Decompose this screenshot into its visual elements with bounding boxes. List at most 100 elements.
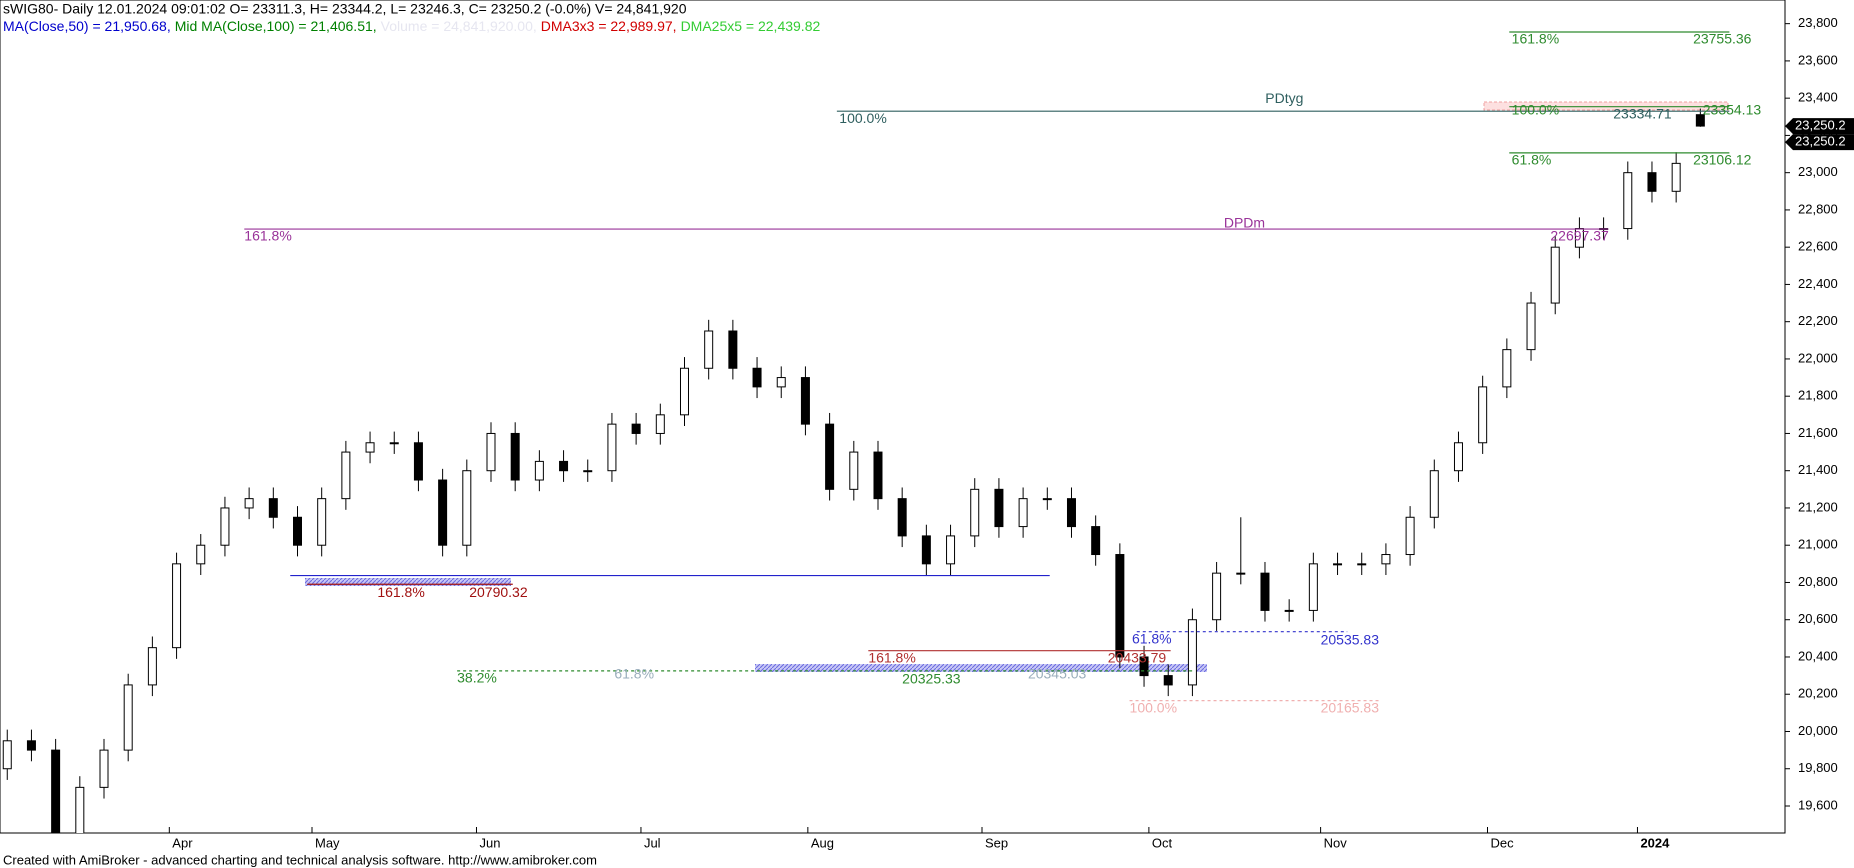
annotation-label: 20345.03 (1028, 666, 1087, 682)
annotation-label: 20535.83 (1321, 631, 1380, 647)
chart-title: sWIG80- Daily 12.01.2024 09:01:02 O= 233… (3, 1, 687, 17)
legend-entry: Volume = 24,841,920.00, (381, 18, 537, 34)
y-tick-label: 20,600 (1798, 611, 1838, 626)
x-tick-label: Aug (811, 835, 834, 850)
candle-body (1163, 675, 1173, 686)
candle-body (534, 460, 544, 481)
candle-body (1453, 442, 1463, 472)
candle-body (1260, 572, 1270, 611)
annotation-label: 23755.36 (1693, 31, 1752, 47)
legend: MA(Close,50) = 21,950.68, Mid MA(Close,10… (3, 18, 820, 34)
candle-body (897, 498, 907, 537)
candle-body (559, 460, 569, 472)
annotation-label: 20165.83 (1321, 699, 1380, 715)
plot-area (0, 0, 1786, 834)
annotation-label: 100.0% (839, 110, 886, 126)
candle-body (220, 507, 230, 546)
y-tick-label: 22,200 (1798, 313, 1838, 328)
annotation-label: 23334.71 (1613, 105, 1672, 121)
y-tick-label: 20,400 (1798, 648, 1838, 663)
candle-body (244, 498, 254, 509)
y-tick-label: 20,200 (1798, 686, 1838, 701)
candle-body (1478, 386, 1488, 444)
annotation-label: 20790.32 (469, 584, 528, 600)
annotation-label: 100.0% (1130, 699, 1177, 715)
candle-body (970, 488, 980, 537)
y-tick-label: 19,600 (1798, 797, 1838, 812)
annotation-label: 161.8% (244, 228, 291, 244)
candle-body (1695, 114, 1705, 127)
zone (755, 664, 1207, 672)
candle-body (800, 377, 810, 425)
candle-body (849, 451, 859, 490)
candle-body (1502, 349, 1512, 388)
candle-body (1212, 572, 1222, 621)
candle-body (196, 544, 206, 565)
candle-body (728, 330, 738, 369)
candle-body (994, 488, 1004, 528)
candle-body (1526, 302, 1536, 351)
candle-body (317, 498, 327, 546)
x-tick-label: 2024 (1640, 835, 1670, 850)
price-label-box (1785, 134, 1854, 151)
x-tick-label: Sep (985, 835, 1008, 850)
candle-body (75, 786, 85, 833)
candle-body (1187, 619, 1197, 686)
candle-body (1405, 516, 1415, 556)
y-tick-label: 20,800 (1798, 574, 1838, 589)
candle-body (776, 377, 786, 388)
y-tick-label: 23,600 (1798, 52, 1838, 67)
y-tick-label: 23,000 (1798, 164, 1838, 179)
candle-body (1042, 498, 1052, 501)
candle-body (123, 684, 133, 751)
candle-body (1429, 470, 1439, 518)
annotation-label: 38.2% (457, 670, 497, 686)
y-tick-label: 22,400 (1798, 276, 1838, 291)
candle-body (1550, 246, 1560, 304)
x-tick-label: May (315, 835, 340, 850)
candle-body (1333, 563, 1343, 566)
candle-body (413, 442, 423, 481)
candle-body (679, 367, 689, 416)
candle-body (873, 451, 883, 500)
candle-body (1236, 572, 1246, 575)
x-tick-label: Oct (1152, 835, 1173, 850)
candle-body (752, 367, 762, 388)
price-label: 23,250.2 (1795, 134, 1846, 149)
plot (2, 108, 1705, 833)
candle-body (147, 647, 157, 686)
y-tick-label: 23,800 (1798, 15, 1838, 30)
annotation-label: 161.8% (868, 649, 915, 665)
candle-body (1091, 526, 1101, 556)
y-tick-label: 21,800 (1798, 388, 1838, 403)
candle-body (438, 479, 448, 546)
y-tick-label: 22,600 (1798, 239, 1838, 254)
candle-body (631, 423, 641, 434)
candle-body (1647, 172, 1657, 192)
y-tick-label: 19,800 (1798, 760, 1838, 775)
candle-body (921, 535, 931, 565)
y-tick-label: 21,600 (1798, 425, 1838, 440)
candle-body (268, 498, 278, 518)
candle-body (365, 442, 375, 453)
x-tick-label: Nov (1324, 835, 1348, 850)
candle-body (293, 516, 302, 546)
candle-body (26, 740, 36, 751)
candle-body (1308, 563, 1318, 611)
candle-body (510, 432, 520, 481)
y-tick-label: 23,400 (1798, 90, 1838, 105)
candle-body (51, 749, 61, 833)
candle-body (1284, 609, 1294, 612)
annotation-label: 23354.13 (1703, 101, 1762, 117)
price-label: 23,250.2 (1795, 118, 1846, 133)
legend-entry: MA(Close,50) = 21,950.68, (3, 18, 171, 34)
annotation-label: 61.8% (614, 666, 654, 682)
annotation-label: 20325.33 (902, 671, 961, 687)
y-tick-label: 20,000 (1798, 723, 1838, 738)
candle-body (583, 470, 593, 473)
x-tick-label: Dec (1491, 835, 1515, 850)
candle-body (2, 740, 12, 770)
candle-body (1623, 172, 1633, 230)
legend-entry: DMA25x5 = 22,439.82 (681, 18, 821, 34)
